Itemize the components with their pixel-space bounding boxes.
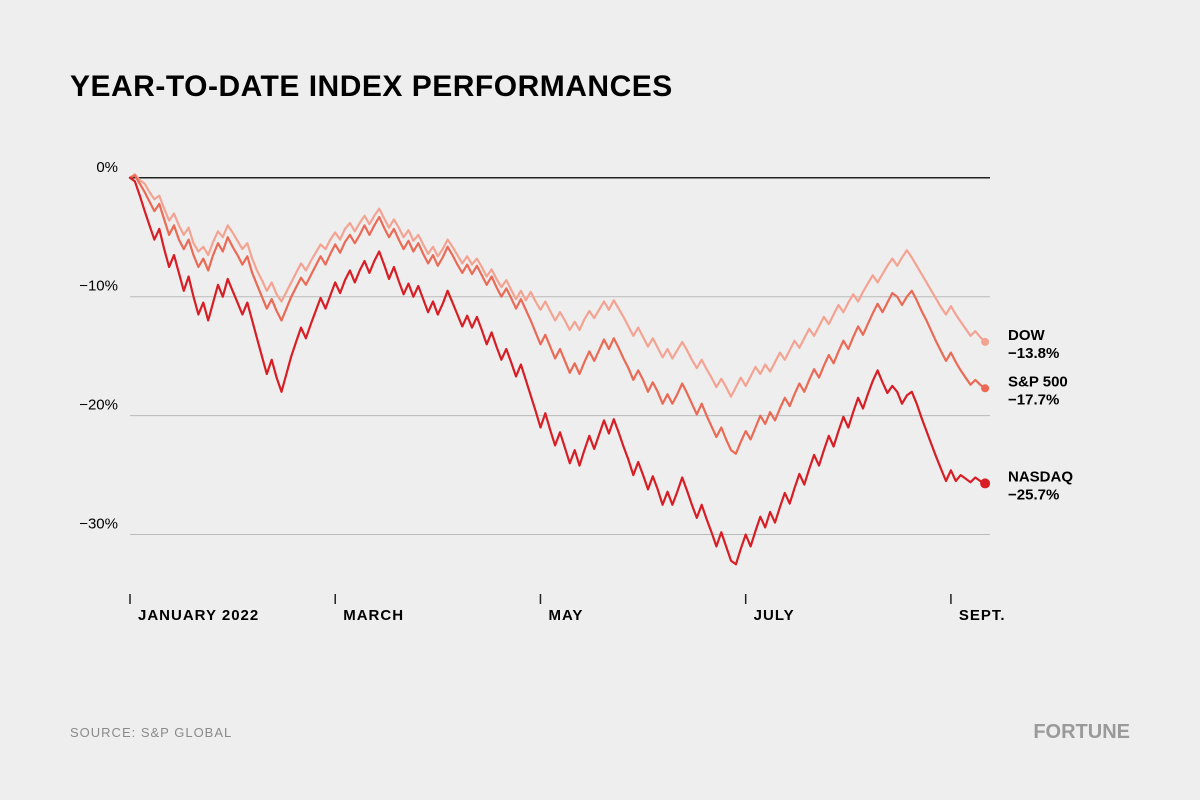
- x-axis-label: JANUARY 2022: [138, 607, 259, 624]
- series-label-value: −25.7%: [1008, 486, 1059, 503]
- x-axis-label: MARCH: [343, 607, 404, 624]
- chart-title: YEAR-TO-DATE INDEX PERFORMANCES: [70, 70, 1130, 104]
- chart-area: 0% −10% −20% −30% JANUARY 2022 MARCH MAY JULY SE…: [70, 144, 1130, 644]
- series-label-value: −17.7%: [1008, 391, 1059, 408]
- x-axis-label: SEPT.: [959, 607, 1006, 624]
- series-label-name: DOW: [1008, 327, 1046, 344]
- y-axis-label: −30%: [79, 516, 118, 533]
- series-endpoint-s-p-500: [981, 384, 989, 392]
- series-line-nasdaq: [130, 178, 985, 565]
- x-axis-label: JULY: [754, 607, 795, 624]
- line-chart-svg: 0% −10% −20% −30% JANUARY 2022 MARCH MAY JULY SE…: [70, 144, 1130, 644]
- series-label-value: −13.8%: [1008, 345, 1059, 362]
- series-endpoint-dow: [981, 338, 989, 346]
- series-label-name: NASDAQ: [1008, 468, 1073, 485]
- brand-logo: FORTUNE: [1033, 721, 1130, 744]
- x-axis-label: MAY: [548, 607, 583, 624]
- source-attribution: SOURCE: S&P GLOBAL: [70, 725, 232, 740]
- y-axis-label: 0%: [96, 159, 118, 176]
- y-axis-label: −10%: [79, 278, 118, 295]
- series-label-name: S&P 500: [1008, 373, 1068, 390]
- y-axis-label: −20%: [79, 397, 118, 414]
- series-endpoint-nasdaq: [980, 478, 990, 488]
